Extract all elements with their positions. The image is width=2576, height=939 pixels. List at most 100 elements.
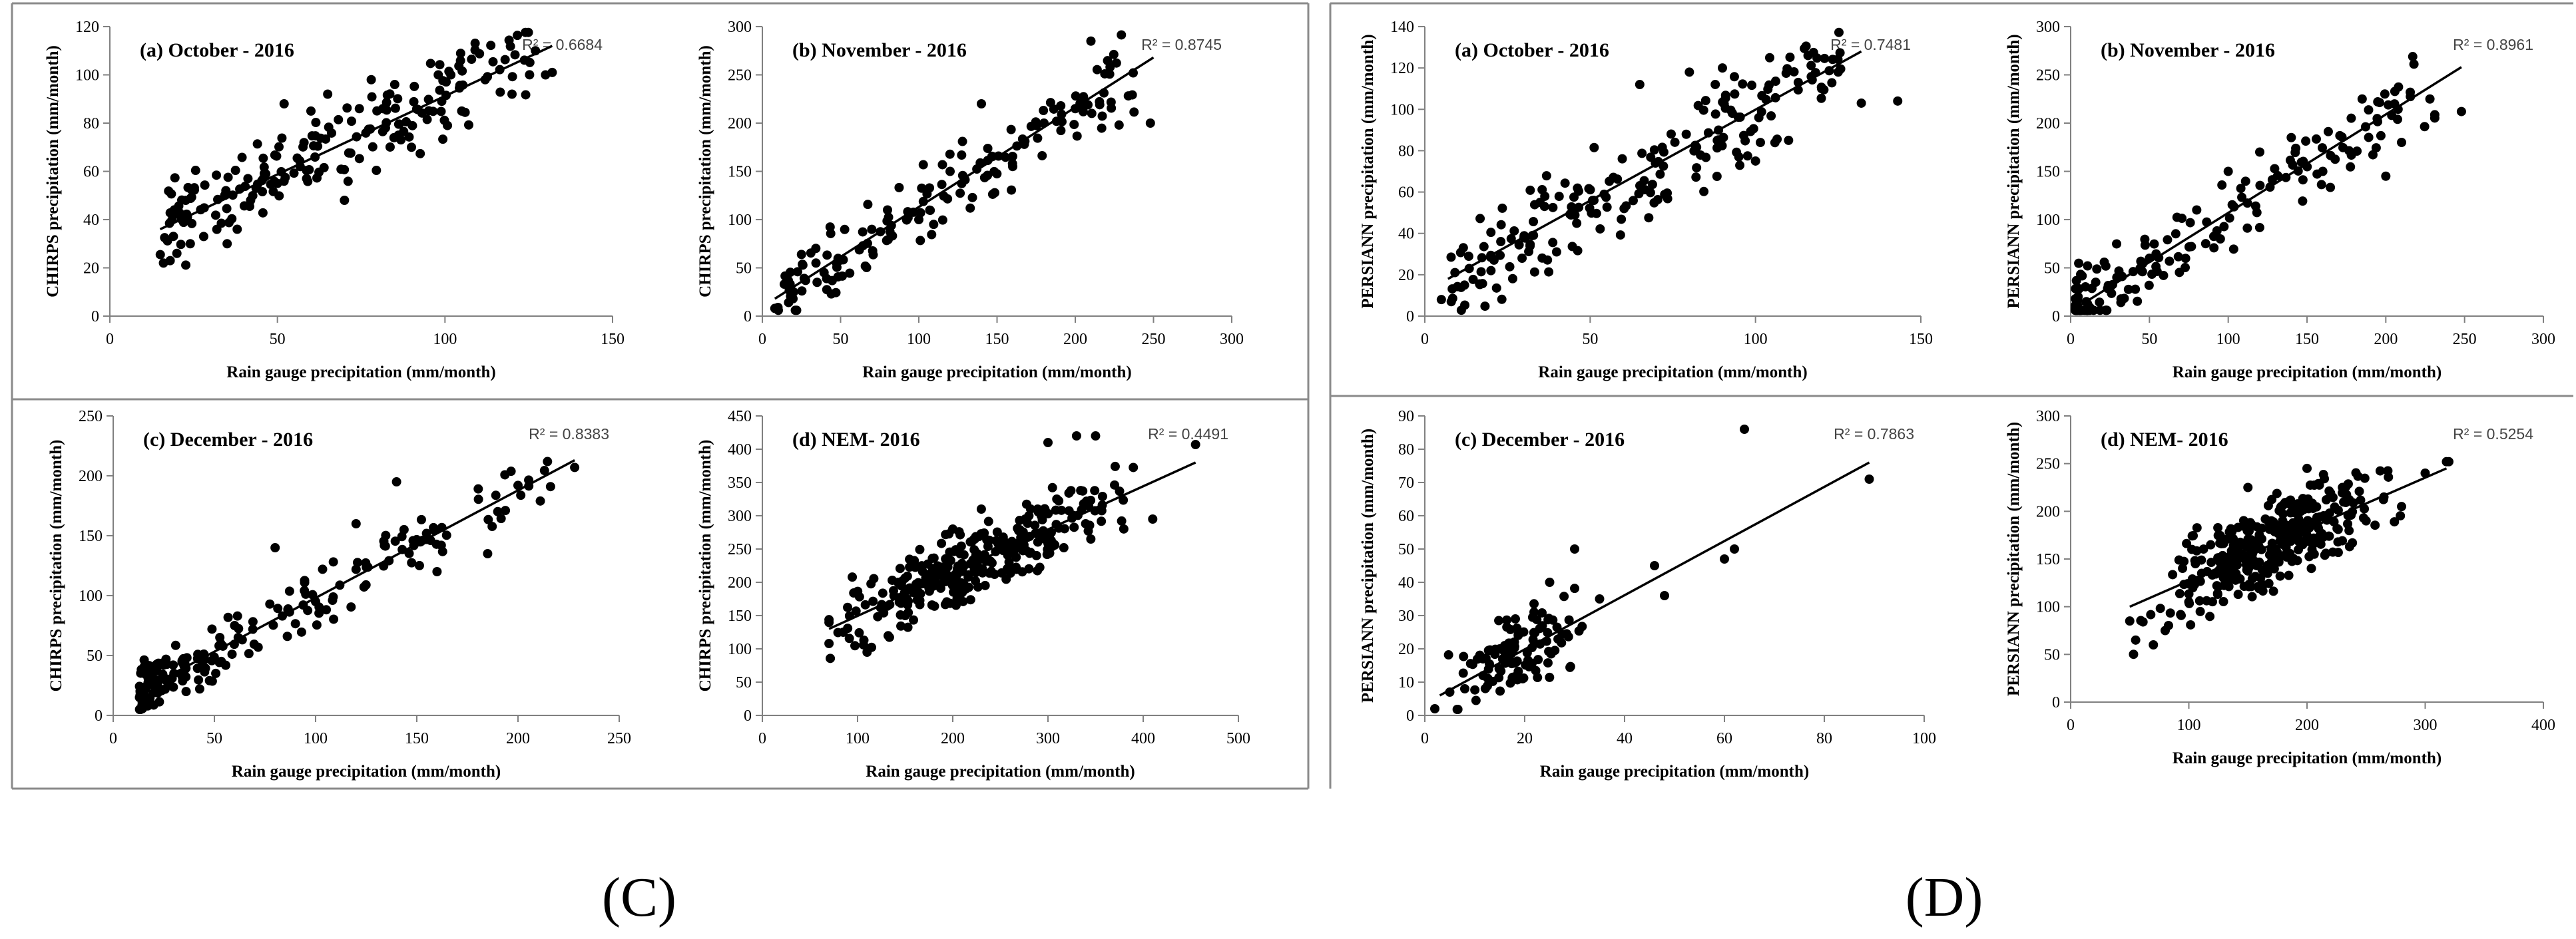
data-point [1110,461,1120,471]
data-point [952,581,962,591]
figure-label-c: (C) [602,866,676,928]
data-point [1764,53,1774,63]
data-point [414,560,424,570]
data-point [1537,253,1547,263]
data-point [190,166,200,176]
data-point [243,174,253,184]
data-point [2092,264,2102,274]
data-point [927,554,937,564]
data-point [2381,171,2391,181]
data-point [2267,562,2277,572]
data-point [1533,655,1543,665]
data-point [2208,232,2218,242]
data-point [324,122,334,132]
data-point [2138,617,2148,627]
y-tick-label: 350 [728,474,752,492]
data-point [409,96,419,106]
data-point [967,192,977,202]
data-point [2260,514,2270,524]
data-point [2326,150,2336,160]
data-point [446,70,456,80]
data-point [888,575,898,585]
data-point [1635,181,1645,191]
data-point [407,142,416,152]
data-point [863,200,873,210]
data-point [1475,214,1485,224]
data-point [467,55,477,65]
data-point [473,484,483,494]
x-axis-title: Rain gauge precipitation (mm/month) [862,363,1131,381]
data-point [2338,536,2348,546]
trend-line [1447,50,1862,280]
y-tick-label: 0 [2052,308,2060,325]
y-tick-label: 100 [79,588,103,605]
data-point [1066,486,1076,496]
data-point [1730,89,1740,99]
data-point [788,293,798,303]
data-point [2384,100,2394,110]
data-point [2200,239,2210,249]
data-point [913,578,923,588]
data-point [2333,505,2343,515]
y-tick-label: 0 [95,707,103,725]
data-point [1595,224,1605,234]
data-point [212,170,222,180]
data-point [896,610,905,620]
data-point [1692,163,1702,173]
data-point [535,496,545,506]
data-point [1103,56,1113,66]
y-tick-label: 100 [2036,599,2060,616]
data-point [1789,67,1799,77]
data-point [354,104,364,114]
data-point [963,570,973,580]
data-point [2264,550,2274,560]
data-point [2277,524,2287,534]
data-point [391,477,401,486]
data-point [311,118,321,128]
data-point [2338,488,2348,498]
data-point [1039,106,1049,116]
data-point [186,184,196,194]
data-point [307,131,317,141]
data-point [1481,654,1491,663]
data-point [2338,142,2348,152]
data-point [253,642,263,652]
data-point [2223,166,2233,176]
data-point [1635,80,1645,89]
data-point [234,624,244,634]
x-tick-label: 500 [1226,730,1250,747]
data-point [2275,571,2285,581]
trend-line [159,45,553,231]
data-point [1820,53,1830,63]
data-point [867,642,877,652]
r-squared-label: R² = 0.8961 [2453,36,2533,53]
data-point [372,165,382,175]
data-point [416,514,426,524]
x-axis-title: Rain gauge precipitation (mm/month) [232,763,501,781]
x-axis-title: Rain gauge precipitation (mm/month) [866,763,1135,781]
data-point [1097,516,1107,526]
data-point [212,224,222,234]
data-point [944,529,954,539]
data-point [2214,552,2224,562]
data-point [2212,590,2222,600]
data-point [2101,261,2111,271]
data-point [1806,61,1816,71]
data-point [1801,41,1811,51]
data-point [1054,496,1064,506]
r-squared-label: R² = 0.7863 [1834,425,1914,443]
data-point [2192,205,2202,215]
y-tick-label: 250 [728,67,752,85]
data-point [441,530,451,540]
data-point [1763,85,1773,94]
x-tick-label: 200 [1063,331,1087,348]
data-point [2397,502,2406,512]
data-point [2341,498,2351,508]
data-point [223,612,233,622]
data-point [2194,596,2204,606]
data-point [1653,194,1663,204]
data-point [2209,243,2219,253]
data-point [851,606,861,616]
data-point [2189,530,2198,540]
data-point [152,688,162,698]
